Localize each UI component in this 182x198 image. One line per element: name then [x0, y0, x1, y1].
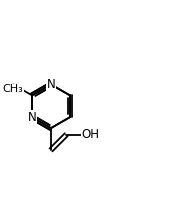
Text: CH₃: CH₃ — [3, 84, 23, 94]
Text: N: N — [47, 78, 55, 91]
Text: N: N — [28, 111, 36, 124]
Text: OH: OH — [82, 128, 100, 141]
